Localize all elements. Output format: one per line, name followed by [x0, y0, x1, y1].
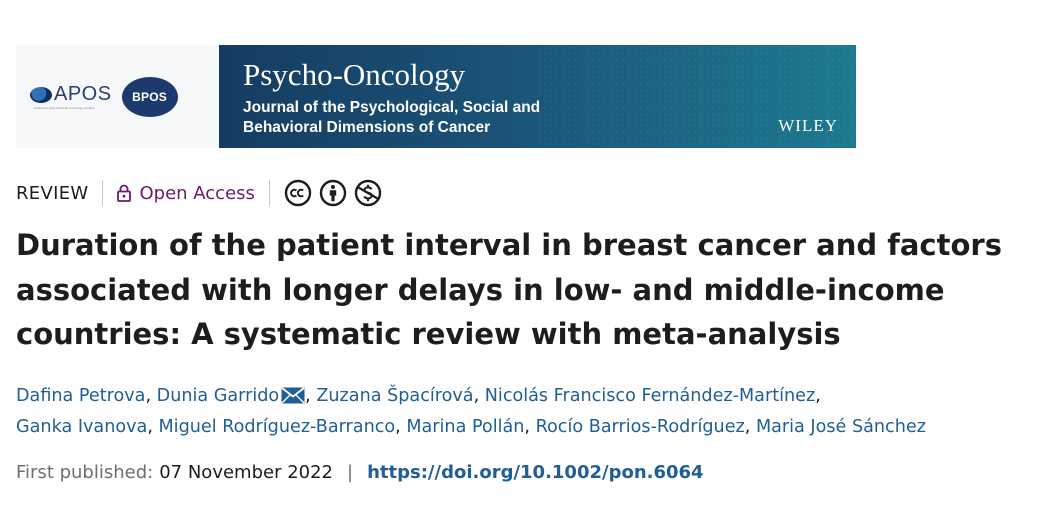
journal-header[interactable]: Psycho-Oncology Journal of the Psycholog…: [219, 45, 856, 148]
article-title-line: countries: A systematic review with meta…: [16, 317, 841, 351]
journal-banner[interactable]: APOS american psychosocial oncology soci…: [16, 45, 856, 148]
author-link[interactable]: Ganka Ivanova: [16, 417, 148, 437]
author-link[interactable]: Maria José Sánchez: [755, 417, 926, 437]
bpos-logo[interactable]: BPOS: [121, 76, 178, 117]
non-commercial-icon[interactable]: [354, 179, 382, 207]
author-link[interactable]: Dunia Garrido: [156, 386, 280, 406]
society-logos: APOS american psychosocial oncology soci…: [16, 45, 219, 148]
divider: [102, 180, 104, 206]
mail-icon[interactable]: [281, 387, 305, 404]
by-attribution-icon[interactable]: [319, 179, 347, 207]
doi-link[interactable]: https://doi.org/10.1002/pon.6064: [367, 462, 704, 483]
banner-pattern: [536, 45, 856, 148]
first-published-label: First published:: [16, 462, 154, 483]
open-access-label: Open Access: [139, 182, 255, 204]
article-title-line: Duration of the patient interval in brea…: [16, 228, 1002, 262]
publication-date: 07 November 2022: [159, 462, 334, 483]
author-link[interactable]: Miguel Rodríguez-Barranco: [158, 417, 396, 437]
apos-logo[interactable]: APOS american psychosocial oncology soci…: [30, 83, 112, 110]
divider: |: [347, 462, 354, 483]
open-access-badge[interactable]: Open Access: [117, 182, 255, 204]
publisher-logo[interactable]: WILEY: [778, 116, 838, 135]
apos-emblem-icon: [30, 86, 52, 103]
article-title: Duration of the patient interval in brea…: [16, 223, 1016, 357]
journal-subtitle: Journal of the Psychological, Social and…: [243, 98, 540, 138]
journal-subtitle-line: Journal of the Psychological, Social and: [243, 99, 541, 116]
article-title-line: associated with longer delays in low- an…: [16, 272, 945, 307]
article-meta: REVIEW Open Access: [16, 177, 382, 209]
journal-title[interactable]: Psycho-Oncology: [243, 57, 466, 92]
license-icons[interactable]: [284, 179, 382, 207]
author-link[interactable]: Rocío Barrios-Rodríguez: [535, 417, 745, 437]
author-link[interactable]: Dafina Petrova: [16, 386, 146, 406]
divider: [268, 180, 270, 206]
author-line: Ganka Ivanova, Miguel Rodríguez-Barranco…: [16, 417, 926, 437]
lock-icon: [117, 184, 132, 202]
author-link[interactable]: Marina Pollán: [406, 417, 525, 437]
publication-info: First published: 07 November 2022 | http…: [16, 462, 704, 483]
author-link[interactable]: Nicolás Francisco Fernández-Martínez: [484, 386, 816, 406]
author-line: Dafina Petrova, Dunia Garrido , Zuzana Š…: [16, 386, 821, 406]
journal-subtitle-line: Behavioral Dimensions of Cancer: [243, 119, 491, 136]
article-type-label: REVIEW: [16, 182, 89, 204]
cc-icon[interactable]: [284, 179, 312, 207]
author-link[interactable]: Zuzana Špacírová: [316, 386, 474, 406]
author-list: Dafina Petrova, Dunia Garrido , Zuzana Š…: [16, 381, 1056, 443]
